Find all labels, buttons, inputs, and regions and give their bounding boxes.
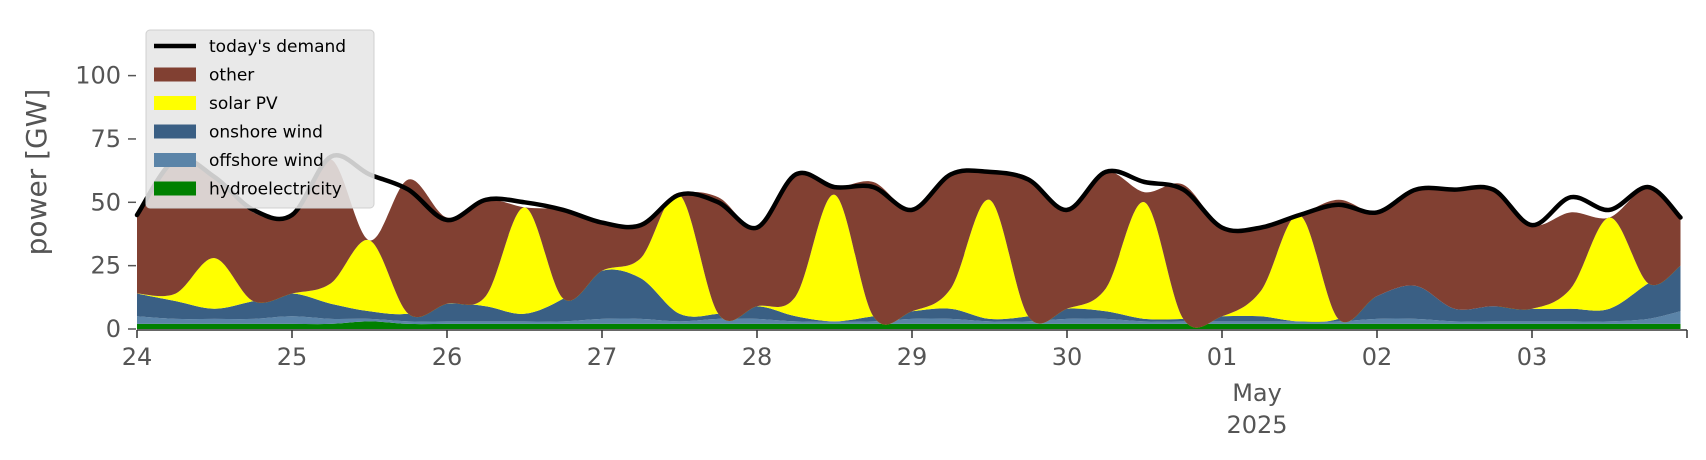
legend-swatch <box>154 153 196 167</box>
legend-swatch <box>154 124 196 139</box>
y-tick-label: 0 <box>106 315 121 343</box>
x-tick-label: 27 <box>587 343 618 371</box>
x-tick-label: 02 <box>1362 343 1393 371</box>
x-tick-label: 30 <box>1052 343 1083 371</box>
demand-line-group <box>134 153 1683 234</box>
x-tick-label: 26 <box>432 343 463 371</box>
y-axis: 0 25 50 75 100 <box>75 62 136 343</box>
x-tick-label: 29 <box>897 343 928 371</box>
x-tick-label: 24 <box>122 343 153 371</box>
legend-swatch <box>154 67 196 82</box>
legend-swatch <box>154 181 196 196</box>
x-year-label: 2025 <box>1226 411 1287 439</box>
x-axis: 24 25 26 27 28 29 30 01 02 03 <box>122 329 1688 371</box>
legend-label: offshore wind <box>209 151 324 171</box>
y-tick-label: 25 <box>90 252 121 280</box>
x-tick-label: 03 <box>1517 343 1548 371</box>
y-tick-label: 75 <box>90 125 121 153</box>
legend-swatch <box>154 96 196 110</box>
legend-label: hydroelectricity <box>209 180 342 200</box>
legend-box <box>145 29 375 209</box>
legend-label: today's demand <box>209 37 346 57</box>
area-offshore-wind <box>137 311 1681 325</box>
area-hydroelectricity <box>137 321 1681 329</box>
x-tick-label: 28 <box>742 343 773 371</box>
y-axis-label: power [GW] <box>20 89 53 256</box>
y-tick-label: 50 <box>90 188 121 216</box>
line-today-s-demand <box>134 153 1683 234</box>
area-solar-pv <box>137 193 1681 328</box>
legend: today's demand other solar PV onshore wind o… <box>145 29 375 209</box>
x-month-label: May <box>1232 379 1282 407</box>
y-tick-label: 100 <box>75 62 121 90</box>
legend-label: other <box>209 66 254 86</box>
legend-label: solar PV <box>209 94 278 114</box>
x-tick-label: 01 <box>1207 343 1238 371</box>
area-other <box>137 157 1681 328</box>
stacked-areas <box>137 157 1681 329</box>
area-onshore-wind <box>137 265 1681 322</box>
x-tick-label: 25 <box>277 343 308 371</box>
legend-label: onshore wind <box>209 123 323 143</box>
